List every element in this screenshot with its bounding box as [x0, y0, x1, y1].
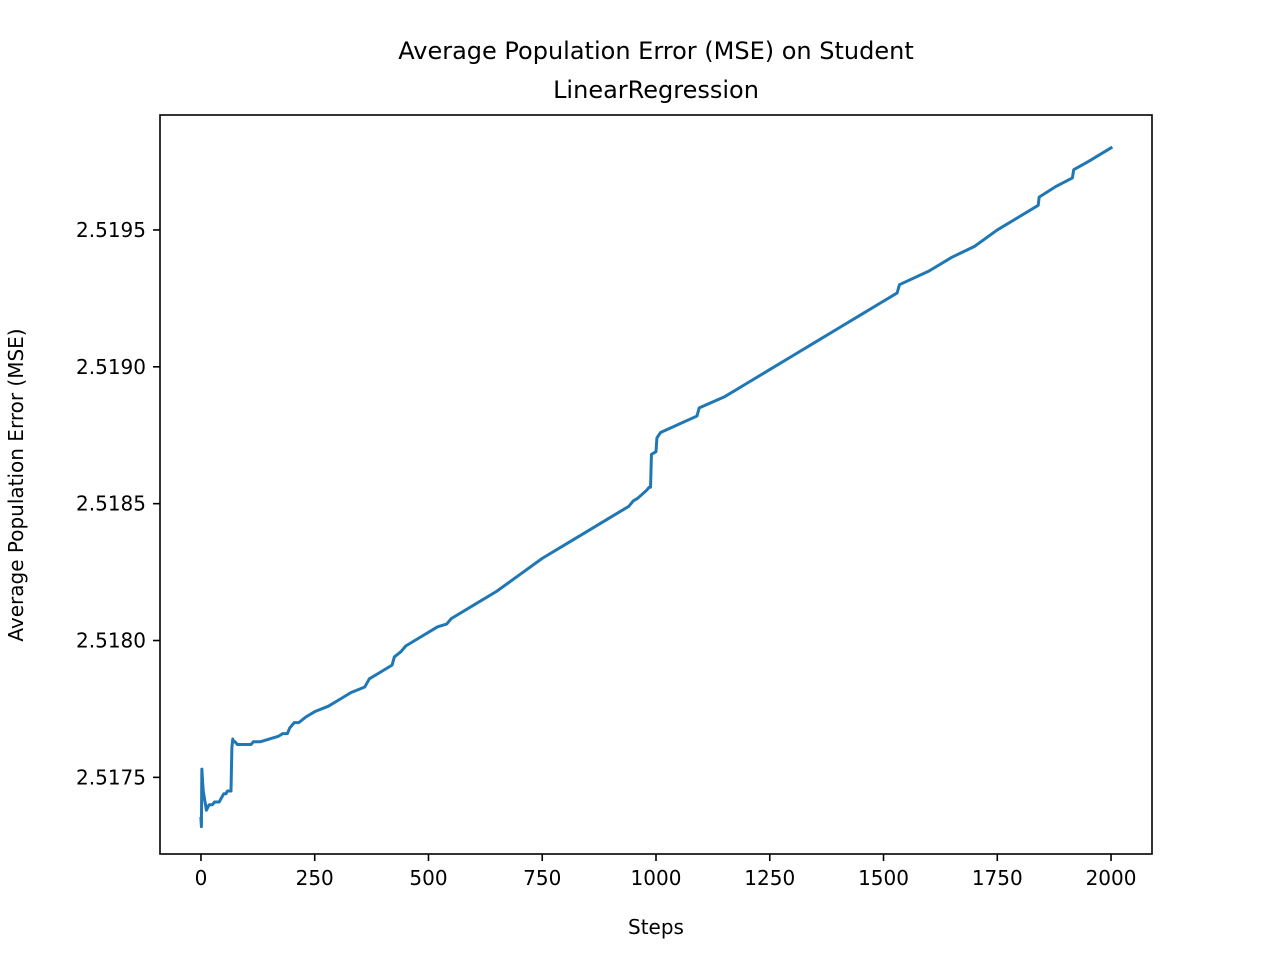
x-tick-label: 500	[409, 866, 447, 890]
y-axis-ticks: 2.5175 2.5180 2.5185 2.5190 2.5195	[76, 218, 160, 789]
x-axis-label: Steps	[628, 915, 684, 939]
x-axis-ticks: 0 250 500 750 1000 1250 1500 1750 2000	[195, 854, 1137, 890]
x-tick-label: 1250	[744, 866, 795, 890]
x-tick-label: 1500	[858, 866, 909, 890]
series-line-0	[199, 145, 1114, 829]
x-tick-label: 2000	[1086, 866, 1137, 890]
chart-title-line-1: Average Population Error (MSE) on Studen…	[398, 37, 914, 65]
x-tick-label: 750	[523, 866, 561, 890]
y-tick-label: 2.5195	[76, 218, 146, 242]
x-tick-label: 0	[195, 866, 208, 890]
y-tick-label: 2.5185	[76, 492, 146, 516]
axes-frame	[159, 114, 1153, 855]
x-tick-label: 1750	[972, 866, 1023, 890]
y-tick-label: 2.5190	[76, 355, 146, 379]
chart-title-line-2: LinearRegression	[553, 76, 759, 104]
x-tick-label: 250	[296, 866, 334, 890]
y-tick-label: 2.5180	[76, 629, 146, 653]
y-tick-label: 2.5175	[76, 765, 146, 789]
plot-area	[199, 145, 1114, 829]
x-tick-label: 1000	[631, 866, 682, 890]
y-axis-label: Average Population Error (MSE)	[4, 328, 28, 641]
